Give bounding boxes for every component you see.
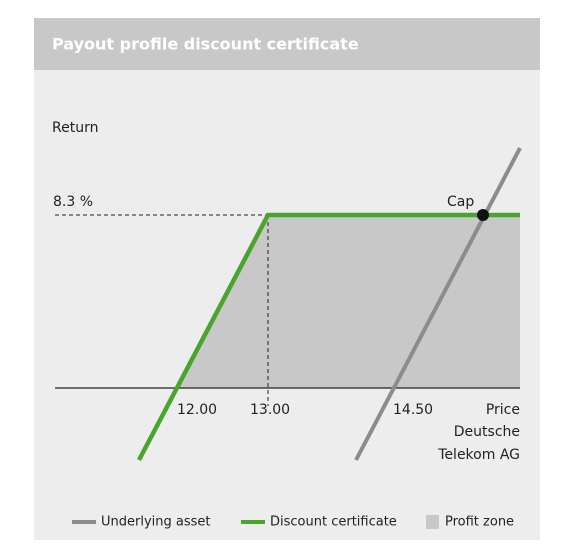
header-band bbox=[34, 18, 540, 70]
x-label: 13.00 bbox=[250, 402, 290, 418]
x-axis-label: Deutsche bbox=[454, 424, 520, 440]
cap-label: Cap bbox=[447, 194, 474, 210]
header-title: Payout profile discount certificate bbox=[52, 35, 359, 54]
legend-label: Discount certificate bbox=[270, 515, 397, 530]
y-axis-label: Return bbox=[52, 120, 98, 136]
x-axis-label: Telekom AG bbox=[437, 447, 520, 463]
cap-point bbox=[477, 209, 489, 221]
profit-zone bbox=[176, 215, 520, 388]
legend-swatch bbox=[426, 515, 439, 529]
legend-label: Underlying asset bbox=[101, 515, 211, 530]
x-axis-label: Price bbox=[486, 402, 520, 418]
certificate-line bbox=[137, 212, 520, 462]
underlying-line bbox=[354, 147, 522, 461]
x-label: 14.50 bbox=[393, 402, 433, 418]
x-label: 12.00 bbox=[177, 402, 217, 418]
cap-return-label: 8.3 % bbox=[53, 194, 93, 210]
legend-label: Profit zone bbox=[445, 515, 514, 530]
